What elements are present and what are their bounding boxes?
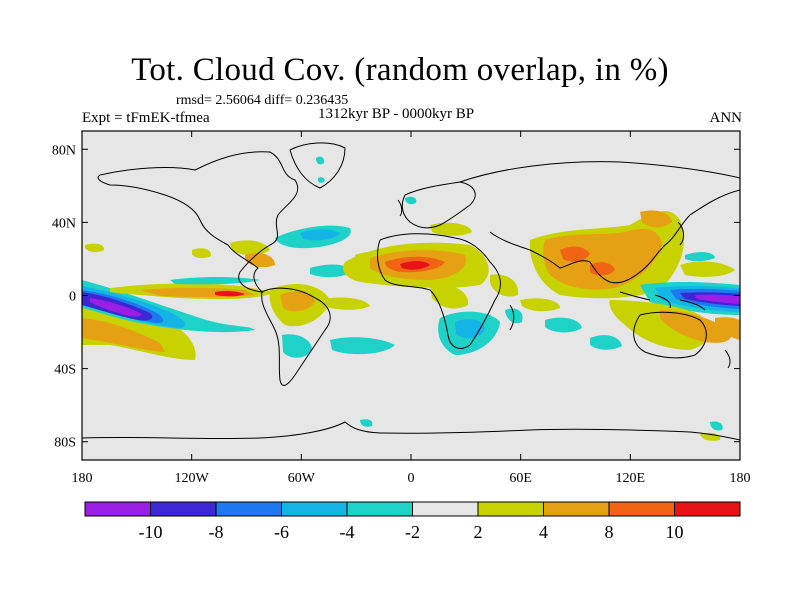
lon-tick-label: 120W — [175, 471, 210, 486]
eq-pacific-cyan-north — [170, 277, 260, 285]
colorbar-swatch — [674, 501, 741, 517]
south-atlantic-yellow — [320, 297, 370, 310]
north-atlantic-lightblue — [300, 229, 340, 241]
colorbar-swatch — [281, 501, 348, 517]
colorbar-swatch — [608, 501, 675, 517]
north-pacific-yellow-west — [85, 243, 105, 253]
south-atlantic-cyan — [330, 337, 395, 355]
colorbar-swatch — [215, 501, 282, 517]
coast-britain — [397, 199, 403, 217]
stats-text: rmsd= 2.56064 diff= 0.236435 — [176, 93, 349, 108]
pacific-purple-inner — [90, 298, 142, 317]
colorbar-label: 4 — [539, 522, 548, 542]
east-africa-yellow — [490, 274, 519, 297]
colorbar-swatch — [150, 501, 217, 517]
coast-europe — [401, 181, 476, 229]
north-europe-cyan — [405, 196, 417, 205]
africa-yellow-south — [430, 284, 469, 309]
antarctic-peninsula-cyan — [360, 419, 373, 427]
colorbar-label: -6 — [274, 522, 289, 542]
colorbar-swatch — [412, 501, 479, 517]
south-indian-yellow — [520, 298, 560, 312]
greenland-cyan — [316, 156, 325, 165]
colorbar-label: -4 — [340, 522, 355, 542]
south-america-cyan — [282, 334, 312, 358]
chart-title: Tot. Cloud Cov. (random overlap, in %) — [131, 52, 669, 88]
eq-pacific-red — [215, 290, 245, 297]
coast-south-america — [261, 287, 331, 386]
colorbar-label: -8 — [209, 522, 224, 542]
coast-new-zealand — [724, 349, 731, 369]
coast-africa — [377, 233, 501, 349]
lon-tick-label: 180 — [72, 471, 93, 486]
tropical-atlantic-cyan — [310, 264, 352, 278]
colorbar-swatch — [346, 501, 413, 517]
lon-tick-label: 120E — [616, 471, 646, 486]
coast-greenland — [289, 142, 346, 189]
colorbar-label: -10 — [139, 522, 163, 542]
india-redorange — [590, 262, 615, 276]
coast-asia — [459, 161, 740, 284]
coast-north-america — [97, 151, 299, 293]
season-label: ANN — [709, 110, 743, 126]
lon-tick-label: 60W — [288, 471, 316, 486]
coast-antarctica — [82, 421, 740, 441]
pacific-orange-south-core — [82, 318, 165, 352]
nw-pacific-cyan — [685, 252, 715, 262]
colorbar-label: 8 — [605, 522, 614, 542]
colorbar-swatch — [543, 501, 610, 517]
south-america-orange — [280, 291, 315, 312]
australia-cyan — [590, 335, 622, 350]
north-pacific-yellow-mid — [192, 248, 212, 259]
experiment-label: Expt = tFmEK-tfmea — [82, 110, 210, 126]
mediterranean-yellow — [430, 222, 472, 236]
colorbar-label: 10 — [666, 522, 684, 542]
lon-tick-label: 60E — [509, 471, 532, 486]
lat-tick-label: 40N — [52, 216, 76, 231]
coastlines — [82, 142, 740, 441]
colorbar-label: -2 — [405, 522, 420, 542]
colorbar-swatch — [84, 501, 151, 517]
south-pacific-orange-east — [715, 317, 740, 340]
longitude-axis: 180 120W 60W 0 60E 120E 180 — [72, 131, 751, 486]
sahel-red — [400, 261, 430, 270]
west-pacific-yellow — [680, 261, 735, 277]
time-span-subtitle: 1312kyr BP - 0000kyr BP — [318, 106, 475, 122]
lon-tick-label: 0 — [408, 471, 415, 486]
antarctic-cyan — [710, 421, 723, 431]
colorbar-label: 2 — [474, 522, 483, 542]
lat-tick-label: 80S — [54, 436, 76, 451]
coast-madagascar — [509, 304, 515, 331]
lon-tick-label: 180 — [730, 471, 751, 486]
maritime-orange — [660, 310, 732, 343]
coast-australia — [633, 311, 707, 359]
lat-tick-label: 0 — [69, 290, 76, 305]
coast-indonesia — [619, 291, 706, 311]
anomaly-field — [82, 156, 740, 441]
lat-tick-label: 40S — [54, 363, 76, 378]
latitude-axis: 80N 40N 0 40S 80S — [52, 143, 740, 451]
indian-ocean-cyan — [545, 317, 582, 333]
colorbar-swatch — [477, 501, 544, 517]
lat-tick-label: 80N — [52, 143, 76, 158]
tibet-redorange — [560, 246, 590, 262]
wp-purple — [695, 294, 740, 304]
east-asia-orange — [640, 210, 672, 228]
asia-orange — [543, 228, 662, 290]
arctic-cyan — [317, 177, 325, 183]
colorbar: -10 -8 -6 -4 -2 2 4 8 10 — [84, 501, 741, 542]
coast-japan — [677, 221, 685, 246]
